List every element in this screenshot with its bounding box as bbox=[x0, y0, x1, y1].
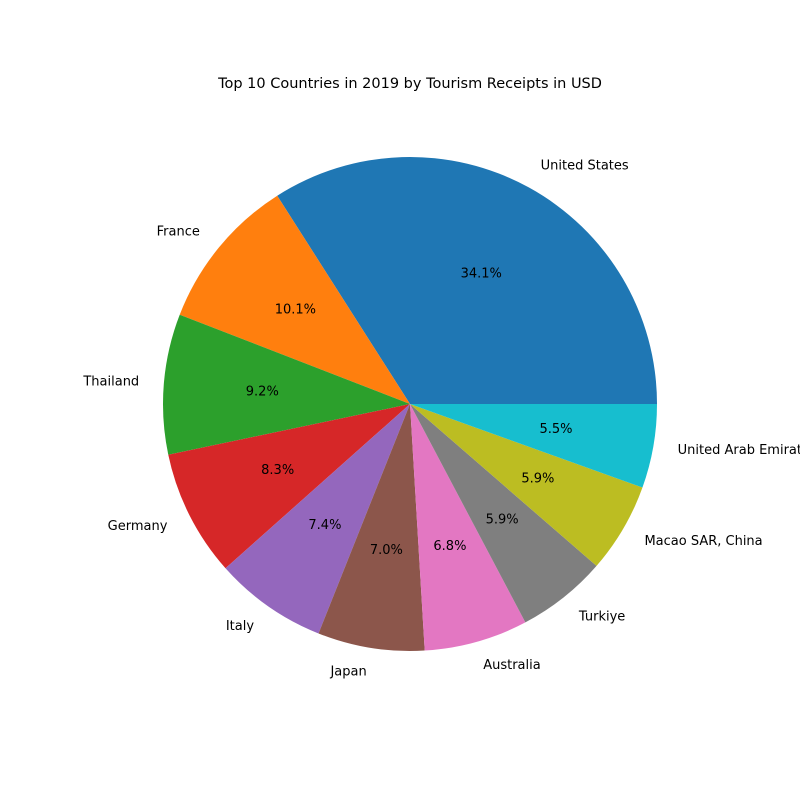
category-labels: United States France Thailand Germany Italy J… bbox=[82, 158, 800, 679]
percentage-label-united-arab-emirates: 5.5% bbox=[539, 422, 572, 437]
category-label-australia: Australia bbox=[483, 658, 541, 673]
pie-slice-united-arab-emirates bbox=[410, 404, 657, 488]
percentage-label-macao-sar-china: 5.9% bbox=[521, 471, 554, 486]
category-label-macao-sar-china: Macao SAR, China bbox=[644, 534, 762, 549]
percentage-label-italy: 7.4% bbox=[308, 518, 341, 533]
pie-slice-australia bbox=[410, 404, 526, 651]
pie-slice-united-states bbox=[277, 157, 657, 404]
percentage-label-australia: 6.8% bbox=[433, 539, 466, 554]
pie-slice-thailand bbox=[163, 314, 410, 455]
pie-slice-france bbox=[179, 195, 410, 404]
percentage-label-united-states: 34.1% bbox=[461, 267, 502, 282]
percentage-labels: 34.1% 10.1% 9.2% 8.3% 7.4% 7.0% 6.8% 5.9% 5.9% 5.… bbox=[246, 267, 573, 558]
pie-slices bbox=[163, 157, 657, 651]
pie-slice-japan bbox=[318, 404, 425, 651]
category-label-united-states: United States bbox=[541, 158, 629, 173]
percentage-label-thailand: 9.2% bbox=[246, 384, 279, 399]
percentage-label-germany: 8.3% bbox=[261, 463, 294, 478]
category-label-france: France bbox=[157, 224, 200, 239]
category-label-italy: Italy bbox=[226, 619, 255, 634]
percentage-label-turkiye: 5.9% bbox=[486, 513, 519, 528]
category-label-turkiye: Turkiye bbox=[578, 609, 625, 624]
category-label-japan: Japan bbox=[329, 665, 366, 680]
percentage-label-japan: 7.0% bbox=[370, 543, 403, 558]
percentage-label-france: 10.1% bbox=[275, 303, 316, 318]
pie-slice-italy bbox=[225, 404, 410, 634]
chart-title: Top 10 Countries in 2019 by Tourism Rece… bbox=[217, 76, 602, 92]
pie-slice-macao-sar-china bbox=[410, 404, 643, 566]
category-label-thailand: Thailand bbox=[82, 374, 139, 389]
category-label-united-arab-emirates: United Arab Emirates bbox=[678, 443, 800, 458]
category-label-germany: Germany bbox=[108, 519, 168, 534]
pie-slice-germany bbox=[168, 404, 410, 569]
pie-slice-turkiye bbox=[410, 404, 597, 623]
